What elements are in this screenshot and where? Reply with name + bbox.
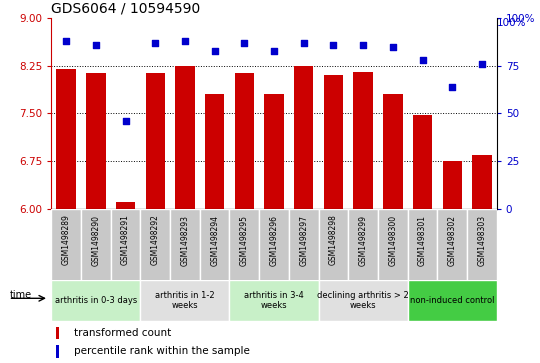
Text: GSM1498300: GSM1498300	[388, 215, 397, 266]
Text: GSM1498294: GSM1498294	[210, 215, 219, 265]
Bar	[140, 209, 170, 281]
Point	[240, 40, 248, 46]
Bar	[265, 94, 284, 209]
Bar	[289, 209, 319, 281]
Text: percentile rank within the sample: percentile rank within the sample	[73, 346, 249, 356]
Bar	[86, 73, 105, 209]
Text: GSM1498289: GSM1498289	[62, 215, 71, 265]
Text: GSM1498302: GSM1498302	[448, 215, 457, 265]
Text: GSM1498291: GSM1498291	[121, 215, 130, 265]
Point	[388, 44, 397, 50]
Text: GSM1498290: GSM1498290	[91, 215, 100, 265]
Bar	[230, 209, 259, 281]
Bar	[319, 209, 348, 281]
Bar	[413, 115, 432, 209]
Bar	[205, 94, 224, 209]
Point	[359, 42, 367, 48]
Bar	[324, 76, 343, 209]
Bar	[294, 66, 313, 209]
Bar	[56, 345, 59, 358]
Bar	[383, 94, 402, 209]
Bar	[146, 73, 165, 209]
Point	[62, 38, 70, 44]
Bar	[467, 209, 497, 281]
Point	[210, 48, 219, 53]
Text: non-induced control: non-induced control	[410, 296, 495, 305]
Bar	[319, 280, 408, 321]
Bar	[200, 209, 230, 281]
Bar	[472, 155, 491, 209]
Text: arthritis in 3-4
weeks: arthritis in 3-4 weeks	[244, 291, 304, 310]
Bar	[56, 327, 59, 339]
Bar	[51, 280, 140, 321]
Text: declining arthritis > 2
weeks: declining arthritis > 2 weeks	[318, 291, 409, 310]
Text: GSM1498298: GSM1498298	[329, 215, 338, 265]
Text: arthritis in 1-2
weeks: arthritis in 1-2 weeks	[155, 291, 215, 310]
Point	[329, 42, 338, 48]
Text: time: time	[10, 290, 32, 300]
Text: GSM1498296: GSM1498296	[269, 215, 279, 265]
Text: GSM1498295: GSM1498295	[240, 215, 249, 265]
Bar	[111, 209, 140, 281]
Text: 100%: 100%	[497, 18, 526, 28]
Text: GSM1498301: GSM1498301	[418, 215, 427, 265]
Point	[269, 48, 279, 53]
Bar	[354, 72, 373, 209]
Bar	[116, 203, 135, 209]
Point	[180, 38, 189, 44]
Text: GSM1498292: GSM1498292	[151, 215, 160, 265]
Point	[151, 40, 160, 46]
Point	[91, 42, 100, 48]
Point	[477, 61, 486, 67]
Bar	[176, 66, 194, 209]
Bar	[81, 209, 111, 281]
Bar	[348, 209, 378, 281]
Text: GSM1498293: GSM1498293	[180, 215, 190, 265]
Bar	[235, 73, 254, 209]
Text: GDS6064 / 10594590: GDS6064 / 10594590	[51, 1, 200, 16]
Point	[418, 57, 427, 63]
Bar	[408, 209, 437, 281]
Bar	[140, 280, 230, 321]
Bar	[378, 209, 408, 281]
Text: GSM1498299: GSM1498299	[359, 215, 368, 265]
Point	[299, 40, 308, 46]
Text: transformed count: transformed count	[73, 328, 171, 338]
Text: GSM1498297: GSM1498297	[299, 215, 308, 265]
Text: GSM1498303: GSM1498303	[477, 215, 487, 266]
Bar	[259, 209, 289, 281]
Text: arthritis in 0-3 days: arthritis in 0-3 days	[55, 296, 137, 305]
Bar	[408, 280, 497, 321]
Bar	[437, 209, 467, 281]
Bar	[230, 280, 319, 321]
Bar	[57, 69, 76, 209]
Bar	[443, 161, 462, 209]
Bar	[170, 209, 200, 281]
Point	[448, 84, 456, 90]
Bar	[51, 209, 81, 281]
Point	[121, 118, 130, 124]
